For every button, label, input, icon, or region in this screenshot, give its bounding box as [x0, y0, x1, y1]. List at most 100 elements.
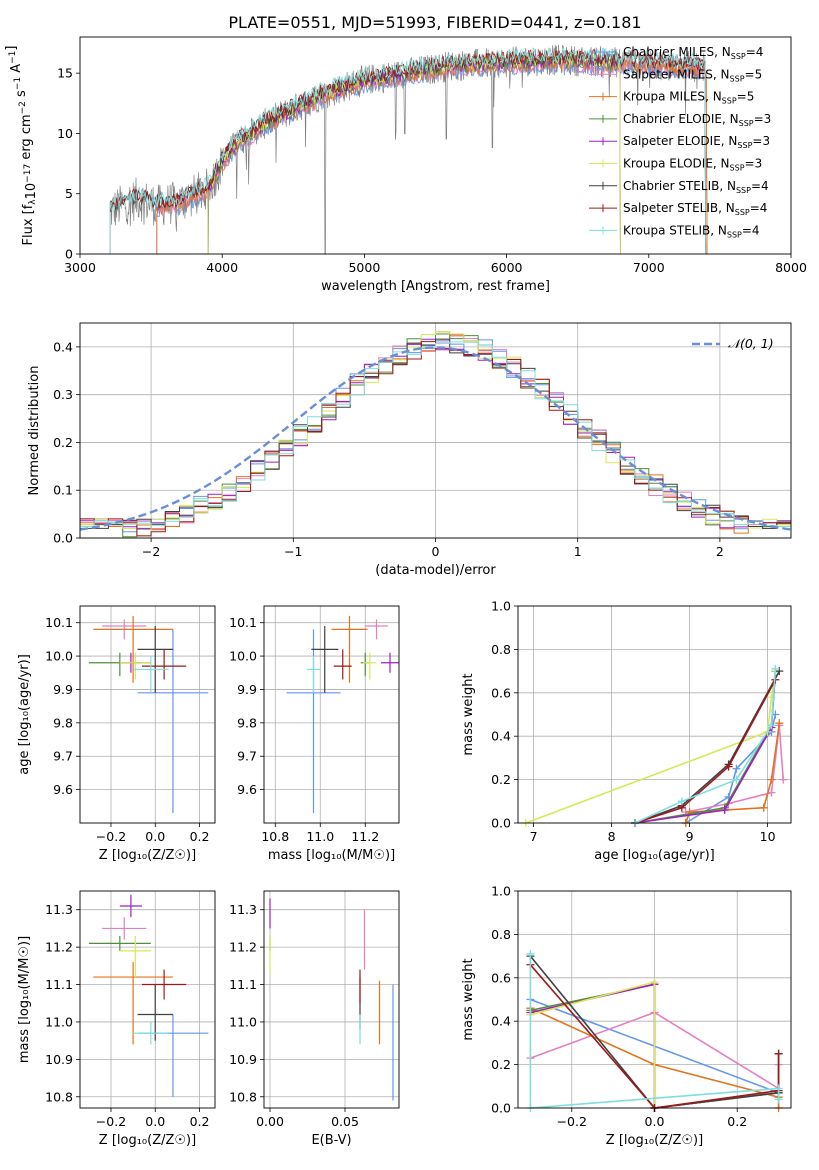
- x-tick-label: −0.2: [96, 1114, 126, 1129]
- weight-point-marker: [677, 797, 686, 806]
- legend-nssp-value: =3: [752, 134, 770, 148]
- y-axis-label-part: s: [14, 90, 29, 101]
- spectrum-panel: 3000 4000 5000 6000 7000 8000 0 5 10 15 wavelength…: [4, 36, 807, 294]
- legend-label: Kroupa STELIB, NSSP=4: [623, 223, 760, 239]
- chart-panels: 3000 4000 5000 6000 7000 8000051015wavelength…: [4, 36, 807, 1148]
- y-tick-label: 0.2: [491, 1057, 511, 1072]
- y-axis-label-part: −17: [23, 164, 33, 183]
- weight-point-marker: [771, 664, 780, 673]
- weight-point-marker: [650, 978, 659, 987]
- y-axis-label: mass weight: [461, 673, 476, 755]
- y-tick-label: 11.0: [45, 1014, 73, 1029]
- weight-point-marker: [779, 775, 788, 784]
- normal-curve: [79, 346, 792, 531]
- y-tick-label: 11.1: [45, 977, 73, 992]
- y-tick-label: 0.8: [491, 642, 511, 657]
- residuals-panel: −2 −1 0 1 2 0.0 0.1 0.2 0.3 0.4 (data-model)/error…: [27, 322, 792, 578]
- legend-nssp-sub: SSP: [722, 97, 737, 106]
- y-axis-label-part: A: [9, 64, 24, 77]
- age-vs-mass-panel: 10.8 11.0 11.2 9.6 9.7 9.8 9.9 10.0 10.1 mass [lo…: [229, 605, 400, 863]
- weight-series-line: [529, 953, 780, 1109]
- y-axis-label-part: erg cm: [19, 114, 34, 163]
- x-axis-label: age [log₁₀(age/yr)]: [594, 848, 715, 863]
- legend-nssp-prefix: , N: [713, 67, 730, 81]
- legend-nssp-prefix: , N: [713, 157, 730, 171]
- weight-point-marker: [724, 762, 733, 771]
- y-tick-label: 5: [65, 186, 73, 201]
- y-axis-label: mass [log₁₀(M/M☉)]: [17, 936, 32, 1063]
- legend-name: Kroupa MILES: [623, 90, 705, 104]
- x-tick-label: −0.2: [557, 1114, 587, 1129]
- legend-nssp-sub: SSP: [739, 119, 754, 128]
- x-tick-label: 9: [686, 829, 694, 844]
- y-tick-label: 11.1: [229, 977, 257, 992]
- weight-point-marker: [526, 949, 535, 958]
- legend-nssp-prefix: , N: [710, 223, 727, 237]
- axes-frame: [517, 605, 792, 824]
- x-tick-label: −1: [284, 544, 302, 559]
- legend-nssp-prefix: , N: [714, 45, 731, 59]
- legend-nssp-prefix: , N: [718, 201, 735, 215]
- x-tick-label: 8: [608, 829, 616, 844]
- figure-title: PLATE=0551, MJD=51993, FIBERID=0441, z=0…: [228, 13, 641, 32]
- y-tick-label: 0.4: [491, 729, 511, 744]
- weight-point-marker: [767, 721, 776, 730]
- age-vs-Z-panel: −0.2 0.0 0.2 9.6 9.7 9.8 9.9 10.0 10.1 Z [log₁₀(Z…: [17, 605, 216, 863]
- x-tick-label: 5000: [348, 260, 380, 275]
- y-tick-label: 0.0: [53, 531, 73, 546]
- x-axis-label: wavelength [Angstrom, rest frame]: [321, 279, 550, 294]
- legend-name: Kroupa ELODIE: [623, 157, 713, 171]
- legend-name: Chabrier ELODIE: [623, 112, 722, 126]
- x-tick-label: 0.0: [145, 829, 165, 844]
- y-tick-label: 9.6: [237, 782, 257, 797]
- legend-nssp-value: =5: [745, 67, 763, 81]
- weight-point-marker: [767, 775, 776, 784]
- legend-nssp-value: =3: [754, 112, 772, 126]
- y-axis-label-part: −2: [18, 101, 28, 114]
- spectrum-model-line: [109, 47, 707, 254]
- legend-label: Kroupa ELODIE, NSSP=3: [623, 157, 762, 173]
- y-tick-label: 11.3: [229, 902, 257, 917]
- legend-name: Salpeter ELODIE: [623, 134, 721, 148]
- axes-frame: [79, 890, 216, 1109]
- x-axis-label: Z [log₁₀(Z/Z☉)]: [99, 848, 196, 863]
- x-tick-label: 1: [574, 544, 582, 559]
- legend-nssp-sub: SSP: [730, 164, 745, 173]
- legend-label: Chabrier MILES, NSSP=4: [623, 45, 763, 61]
- y-tick-label: 15: [57, 66, 73, 81]
- legend-name: Chabrier STELIB: [623, 179, 719, 193]
- weight-point-marker: [774, 1049, 783, 1058]
- y-tick-label: 0.6: [491, 970, 511, 985]
- y-axis-label: mass weight: [461, 958, 476, 1040]
- weight-point-marker: [759, 803, 768, 812]
- x-tick-label: 0.2: [727, 1114, 747, 1129]
- x-tick-label: 0.0: [145, 1114, 165, 1129]
- legend-label: Chabrier ELODIE, NSSP=3: [623, 112, 771, 128]
- legend-label: 𝒩(0, 1): [728, 336, 774, 351]
- y-tick-label: 10.9: [229, 1052, 257, 1067]
- y-axis-label-part: ]: [4, 46, 19, 51]
- weight-series-line: [529, 964, 780, 1109]
- y-tick-label: 0.3: [53, 387, 73, 402]
- y-tick-label: 10.1: [45, 615, 73, 630]
- legend-label: Kroupa MILES, NSSP=5: [623, 90, 754, 106]
- x-axis-label: (data-model)/error: [375, 563, 496, 578]
- y-tick-label: 10.0: [229, 649, 257, 664]
- legend-nssp-value: =4: [751, 179, 769, 193]
- legend-nssp-sub: SSP: [736, 186, 751, 195]
- legend-nssp-prefix: , N: [719, 179, 736, 193]
- legend-nssp-sub: SSP: [727, 230, 742, 239]
- x-tick-label: 0.0: [645, 1114, 665, 1129]
- y-tick-label: 0.0: [491, 816, 511, 831]
- weight-vs-age-panel: 7 8 9 10 0.0 0.2 0.4 0.6 0.8 1.0 age [log₁₀(age/yr…: [461, 599, 792, 863]
- y-tick-label: 0.2: [491, 772, 511, 787]
- histogram-steps: [80, 341, 791, 538]
- legend-label: Salpeter MILES, NSSP=5: [623, 67, 762, 83]
- x-tick-label: 0.00: [256, 1114, 284, 1129]
- x-axis-label: E(B-V): [311, 1133, 351, 1148]
- x-tick-label: −2: [142, 544, 160, 559]
- y-tick-label: 9.6: [53, 782, 73, 797]
- legend-nssp-value: =3: [745, 157, 763, 171]
